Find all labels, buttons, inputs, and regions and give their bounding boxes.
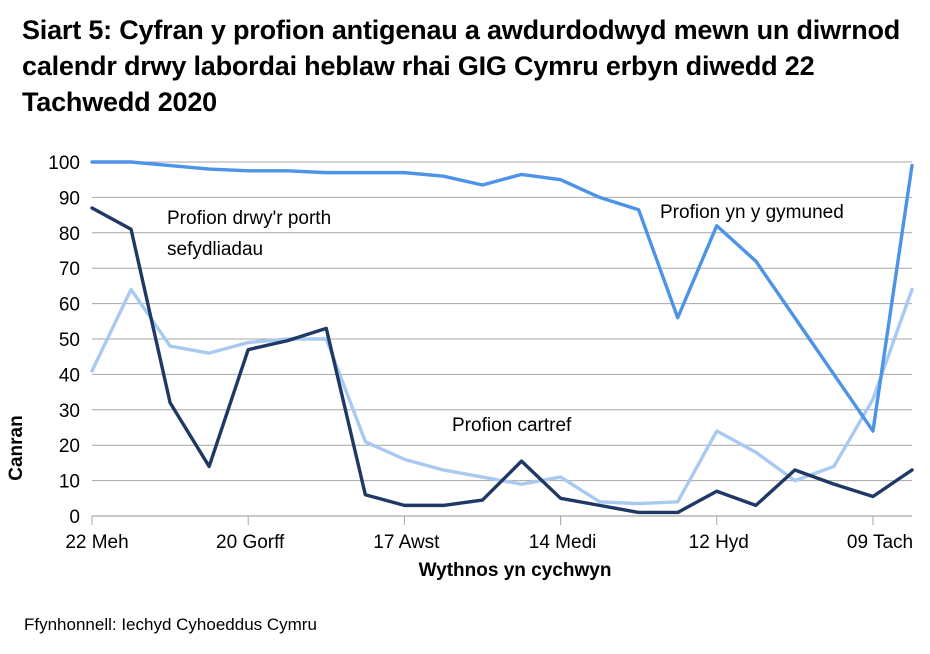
x-axis-tick-label: 09 Tach: [847, 532, 913, 553]
gridlines-group: [92, 161, 912, 517]
x-axis-tick-label: 14 Medi: [529, 532, 597, 553]
y-axis-tick-label: 70: [59, 259, 80, 280]
series-line-institutional: [90, 206, 914, 515]
series-line-community: [90, 160, 914, 433]
series-lines-group: [90, 160, 914, 515]
series-line-home: [90, 287, 914, 506]
y-axis-tick-label: 20: [59, 436, 80, 457]
y-axis-tick-label: 10: [59, 472, 80, 493]
y-axis-tick-label: 90: [59, 188, 80, 209]
y-axis-tick-label: 30: [59, 401, 80, 422]
series-label-community: Profion yn y gymuned: [660, 202, 844, 223]
x-axis-tick-label: 22 Meh: [65, 532, 128, 553]
x-axis-tick-labels: 22 Meh 20 Gorff 17 Awst 14 Medi 12 Hyd 09 Tac…: [65, 532, 913, 553]
x-axis-tick-label: 20 Gorff: [216, 532, 285, 553]
series-label-institutional-line1: Profion drwy'r porth: [167, 208, 331, 229]
y-axis-tick-labels: 0 10 20 30 40 50 60 70 80 90 100: [48, 153, 80, 528]
line-chart-svg: 0 10 20 30 40 50 60 70 80 90 100 22 Meh 20 Gorff 17 …: [6, 153, 914, 581]
source-note: Ffynhonnell: Iechyd Cyhoeddus Cymru: [24, 615, 317, 634]
x-axis-tick-label: 12 Hyd: [689, 532, 749, 553]
plot-area: 0 10 20 30 40 50 60 70 80 90 100 22 Meh 20 Gorff 17 …: [0, 148, 930, 588]
y-axis-tick-label: 50: [59, 330, 80, 351]
series-label-home: Profion cartref: [452, 415, 572, 436]
y-axis-tick-label: 60: [59, 295, 80, 316]
y-axis-tick-label: 40: [59, 365, 80, 386]
x-axis-title: Wythnos yn cychwyn: [419, 560, 612, 581]
y-axis-tick-label: 80: [59, 224, 80, 245]
x-axis-tick-label: 17 Awst: [373, 532, 440, 553]
series-label-institutional-line2: sefydliadau: [167, 239, 263, 260]
y-axis-tick-label: 0: [69, 507, 80, 528]
y-axis-title: Canran: [6, 415, 27, 480]
y-axis-tick-label: 100: [48, 153, 80, 174]
page-title: Siart 5: Cyfran y profion antigenau a aw…: [22, 15, 901, 117]
x-axis-tick-marks: [91, 516, 874, 525]
